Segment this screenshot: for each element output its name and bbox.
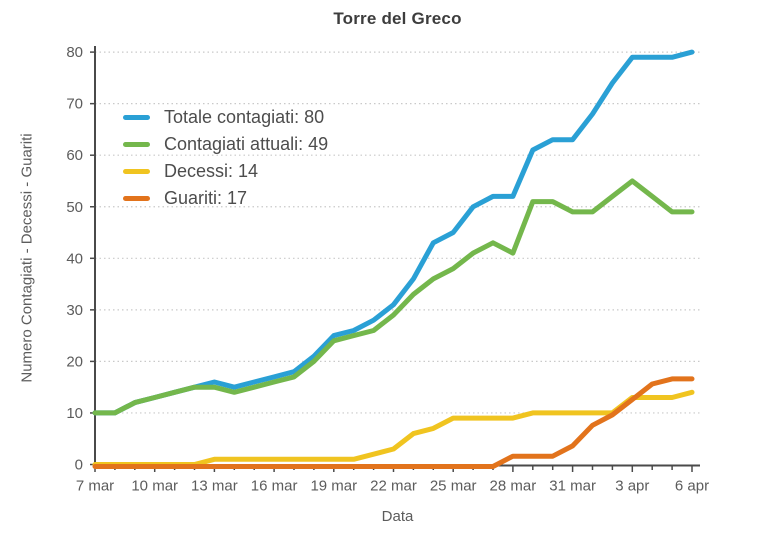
x-tick-label: 28 mar [490, 478, 537, 495]
x-tick-label: 16 mar [251, 478, 298, 495]
legend-swatch-totale-contagiati [123, 115, 150, 120]
legend-item-guariti: Guariti: 17 [123, 185, 328, 212]
x-tick-label: 10 mar [131, 478, 178, 495]
x-tick-label: 25 mar [430, 478, 477, 495]
legend-label: Totale contagiati: 80 [164, 107, 325, 127]
x-tick-label: 22 mar [370, 478, 417, 495]
y-tick-label: 70 [66, 96, 83, 113]
x-tick-label: 19 mar [310, 478, 357, 495]
y-tick-label: 10 [66, 405, 83, 422]
y-axis-label: Numero Contagiati - Decessi - Guariti [18, 133, 36, 383]
legend-swatch-decessi [123, 169, 150, 174]
legend-item-decessi: Decessi: 14 [123, 158, 328, 185]
chart-title: Torre del Greco [333, 9, 462, 28]
x-tick-label: 13 mar [191, 478, 238, 495]
legend-label: Contagiati attuali: 49 [164, 134, 329, 154]
y-tick-label: 20 [66, 353, 83, 370]
legend-item-contagiati-attuali: Contagiati attuali: 49 [123, 131, 328, 158]
x-tick-label: 7 mar [76, 478, 114, 495]
chart-legend: Totale contagiati: 80 Contagiati attuali… [123, 104, 328, 212]
x-tick-label: 6 apr [675, 478, 709, 495]
legend-item-totale-contagiati: Totale contagiati: 80 [123, 104, 328, 131]
y-tick-label: 40 [66, 250, 83, 267]
y-tick-label: 80 [66, 44, 83, 61]
x-tick-label: 3 apr [615, 478, 649, 495]
legend-swatch-contagiati-attuali [123, 142, 150, 147]
legend-label: Decessi: 14 [164, 161, 259, 181]
y-tick-label: 0 [75, 457, 83, 474]
x-tick-label: 31 mar [549, 478, 596, 495]
legend-label: Guariti: 17 [164, 188, 248, 208]
y-tick-label: 50 [66, 199, 83, 216]
series-line-yellow [92, 389, 695, 467]
y-tick-label: 30 [66, 302, 83, 319]
y-tick-label: 60 [66, 147, 83, 164]
x-axis-label: Data [381, 508, 414, 525]
series-line-green [92, 178, 695, 416]
series-line-orange [92, 376, 695, 469]
legend-swatch-guariti [123, 196, 150, 201]
